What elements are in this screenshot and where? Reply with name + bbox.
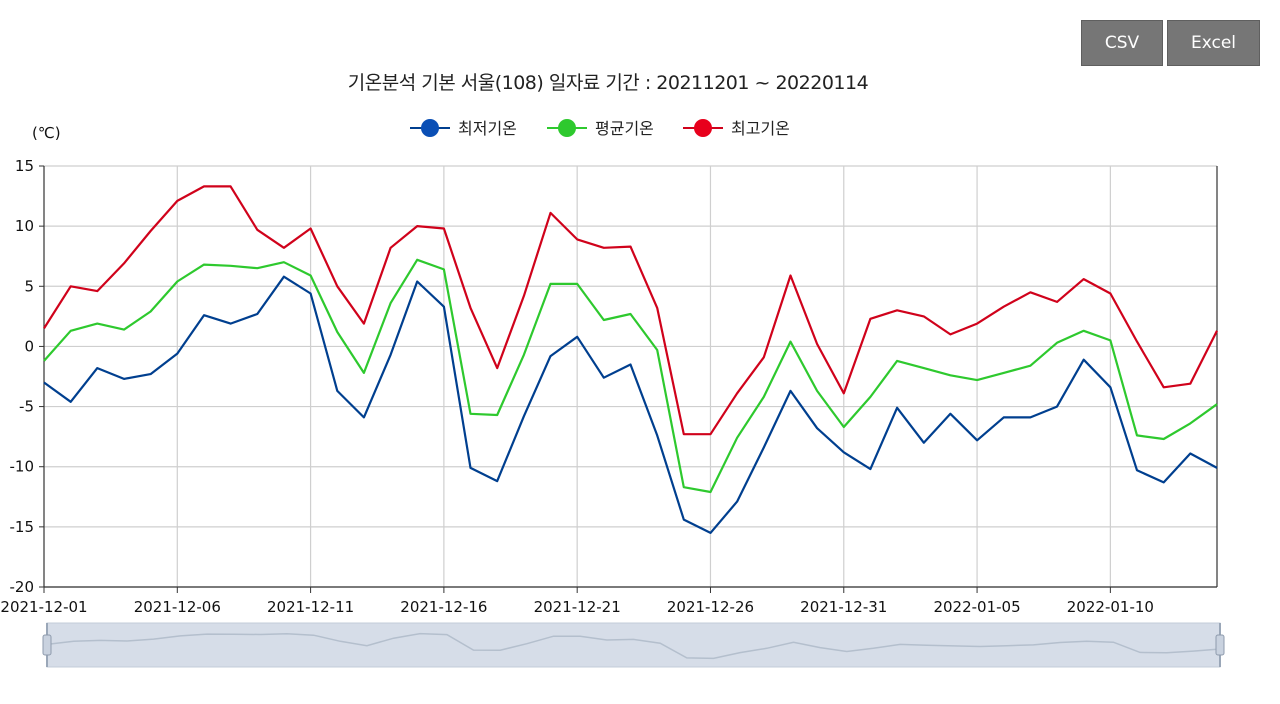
x-tick-label: 2021-12-01: [0, 598, 87, 616]
legend-label: 최저기온: [458, 119, 517, 138]
series-line-2: [43, 258, 1218, 494]
excel-download-button[interactable]: Excel: [1167, 20, 1260, 66]
y-tick-label: 15: [15, 157, 34, 175]
x-tick-label: 2021-12-31: [800, 598, 887, 616]
legend-marker-icon: [421, 119, 439, 137]
x-tick-label: 2021-12-16: [400, 598, 487, 616]
y-tick-label: -10: [10, 458, 35, 476]
x-tick-label: 2021-12-11: [267, 598, 354, 616]
range-handle-left[interactable]: [42, 634, 52, 656]
y-tick-label: 10: [15, 217, 34, 235]
chart-title: 기온분석 기본 서울(108) 일자료 기간 : 20211201 ~ 2022…: [347, 72, 869, 94]
y-tick-label: -15: [10, 518, 35, 536]
range-navigator[interactable]: [46, 622, 1221, 668]
series-line-3: [43, 185, 1218, 436]
y-tick-label: 0: [24, 337, 34, 355]
y-tick-label: 5: [24, 277, 34, 295]
legend-marker-icon: [694, 119, 712, 137]
legend-label: 최고기온: [731, 119, 790, 138]
y-tick-label: -20: [10, 578, 35, 596]
legend-item-2[interactable]: 평균기온: [547, 119, 654, 138]
legend-item-1[interactable]: 최저기온: [410, 119, 517, 138]
x-tick-label: 2021-12-21: [534, 598, 621, 616]
x-tick-label: 2022-01-10: [1067, 598, 1154, 616]
csv-download-button[interactable]: CSV: [1081, 20, 1163, 66]
legend-item-3[interactable]: 최고기온: [683, 119, 790, 138]
x-tick-label: 2021-12-26: [667, 598, 754, 616]
legend-marker-icon: [558, 119, 576, 137]
range-navigator-line: [46, 632, 1221, 660]
series-line-1: [43, 275, 1218, 535]
legend-label: 평균기온: [595, 119, 654, 138]
y-tick-label: -5: [19, 398, 34, 416]
range-handle-right[interactable]: [1215, 634, 1225, 656]
x-tick-label: 2021-12-06: [134, 598, 221, 616]
x-tick-label: 2022-01-05: [933, 598, 1020, 616]
y-axis-unit-label: (℃): [32, 124, 61, 142]
